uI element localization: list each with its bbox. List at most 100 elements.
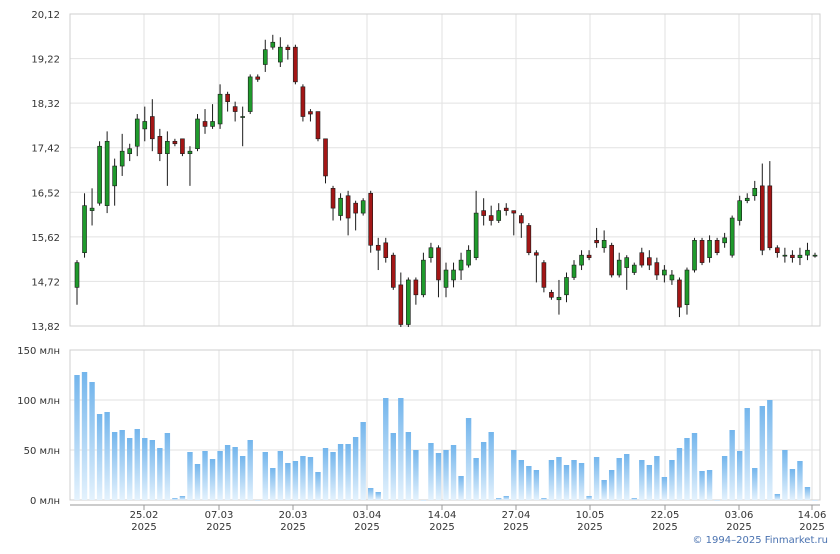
volume-bar <box>89 382 95 500</box>
volume-bar <box>149 440 156 500</box>
candle-body <box>202 121 208 127</box>
candle-body <box>511 210 517 214</box>
x-axis-date-label: 27.04 <box>502 510 531 521</box>
volume-bar <box>337 444 344 500</box>
x-axis-date-label: 20.03 <box>279 510 308 521</box>
candle-body <box>519 215 524 224</box>
volume-bar <box>593 457 600 500</box>
volume-bar <box>134 429 140 500</box>
candle-body <box>699 240 705 263</box>
candle-body <box>436 247 441 281</box>
candle-body <box>451 269 456 281</box>
volume-axis-label: 50 млн <box>24 446 60 457</box>
volume-bar <box>157 448 163 500</box>
volume-bar <box>315 472 321 500</box>
volume-bar <box>684 438 690 500</box>
price-axis-label: 13,82 <box>31 322 60 333</box>
candle-body <box>278 46 283 63</box>
volume-bar <box>661 477 668 500</box>
volume-bar <box>292 461 299 500</box>
volume-bar <box>217 451 223 500</box>
volume-bar <box>104 412 110 500</box>
volume-bar <box>179 496 186 500</box>
candle-body <box>150 116 155 140</box>
candle-body <box>669 274 675 281</box>
price-panel-frame <box>69 13 821 327</box>
volume-bar <box>646 465 653 500</box>
volume-bar <box>563 465 570 500</box>
price-axis-label: 20,12 <box>31 10 60 21</box>
candle-body <box>428 247 434 258</box>
candle-body <box>383 242 389 258</box>
candle-body <box>601 240 607 249</box>
candle-body <box>624 257 630 268</box>
candle-body <box>262 49 268 65</box>
candle-body <box>790 254 795 258</box>
x-axis-year-label: 2025 <box>206 522 231 533</box>
candle-body <box>187 150 193 154</box>
price-axis-label: 17,42 <box>31 144 60 155</box>
volume-bar <box>736 451 743 500</box>
volume-bar <box>172 498 178 500</box>
volume-bar <box>676 448 683 500</box>
price-axis-label: 18,32 <box>31 99 60 110</box>
candle-body <box>247 76 253 112</box>
volume-axis-label: 100 млн <box>17 396 60 407</box>
volume-bar <box>480 442 487 500</box>
volume-bar <box>639 460 645 500</box>
candle-body <box>421 259 426 296</box>
candle-body <box>74 262 80 288</box>
x-axis-date-label: 10.05 <box>576 510 605 521</box>
candle-body <box>473 212 479 258</box>
volume-bar <box>224 445 231 500</box>
candle-body <box>775 247 780 254</box>
candle-body <box>119 150 125 167</box>
candle-body <box>308 111 313 115</box>
candle-body <box>684 269 690 306</box>
x-axis-year-label: 2025 <box>652 522 677 533</box>
candle-body <box>255 76 261 80</box>
volume-bar <box>345 444 351 500</box>
volume-axis-label: 150 млн <box>17 346 60 357</box>
volume-axis-label: 0 млн <box>30 496 60 507</box>
volume-bar <box>435 453 442 500</box>
volume-bar <box>526 466 532 500</box>
candle-body <box>594 240 599 244</box>
volume-bar <box>691 433 698 500</box>
candle-body <box>541 262 547 288</box>
candle-body <box>616 259 622 276</box>
candle-body <box>639 252 645 266</box>
candle-body <box>368 192 373 246</box>
candle-body <box>89 207 95 211</box>
x-axis-year-label: 2025 <box>354 522 379 533</box>
candle-body <box>526 225 532 254</box>
candle-body <box>232 106 238 112</box>
candle-body <box>571 264 577 278</box>
volume-bar <box>277 451 284 500</box>
candle-body <box>692 240 697 271</box>
volume-bar <box>812 500 818 501</box>
candle-body <box>285 46 291 50</box>
candle-body <box>586 254 592 258</box>
x-axis-year-label: 2025 <box>280 522 305 533</box>
x-axis-date-label: 03.04 <box>353 510 382 521</box>
copyright-text: © 1994–2025 Finmarket.ru <box>692 535 828 546</box>
candle-body <box>413 279 419 296</box>
candle-body <box>797 254 803 258</box>
candle-body <box>217 93 223 125</box>
x-axis-date-label: 25.02 <box>130 510 159 521</box>
volume-bar <box>232 447 238 500</box>
volume-bar <box>119 430 125 500</box>
candle-body <box>195 118 200 150</box>
x-axis-date-label: 14.04 <box>428 510 457 521</box>
x-axis-year-label: 2025 <box>429 522 454 533</box>
candle-body <box>466 249 471 266</box>
x-axis-year-label: 2025 <box>799 522 824 533</box>
volume-bar <box>209 459 216 500</box>
candle-body <box>443 269 449 288</box>
x-axis-date-label: 03.06 <box>725 510 754 521</box>
candle-body <box>97 145 102 204</box>
volume-bar <box>74 375 80 500</box>
volume-bar <box>285 463 291 500</box>
candle-body <box>767 185 773 249</box>
